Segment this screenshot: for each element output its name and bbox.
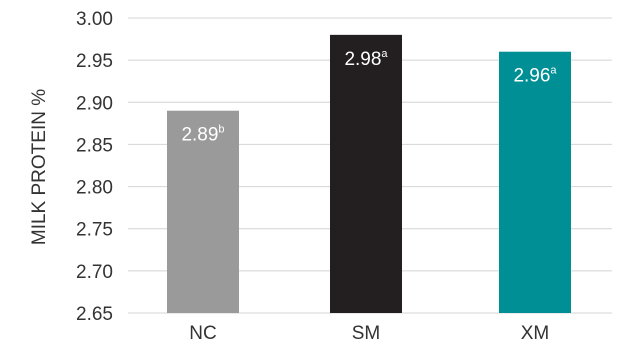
data-label-value: 2.89 xyxy=(181,125,218,146)
bar-xm xyxy=(499,51,571,313)
significance-superscript: b xyxy=(218,124,224,136)
significance-superscript: a xyxy=(550,65,557,77)
y-tick-label: 3.00 xyxy=(76,9,113,30)
y-tick-labels: 2.65 2.70 2.75 2.80 2.85 2.90 2.95 3.00 xyxy=(76,9,113,325)
category-labels: NC SM XM xyxy=(189,323,549,344)
data-label-value: 2.96 xyxy=(513,66,550,87)
x-category-label: NC xyxy=(189,323,216,344)
y-tick-label: 2.90 xyxy=(76,93,113,114)
data-label: 2.98a xyxy=(344,48,388,70)
x-category-label: SM xyxy=(352,323,381,344)
y-tick-label: 2.75 xyxy=(76,220,113,241)
y-axis-label: MILK PROTEIN % xyxy=(29,89,50,245)
bar-nc xyxy=(167,110,239,313)
x-category-label: XM xyxy=(521,323,550,344)
y-tick-label: 2.70 xyxy=(76,262,113,283)
y-tick-label: 2.65 xyxy=(76,304,113,325)
bar-sm xyxy=(330,34,402,313)
significance-superscript: a xyxy=(381,48,388,60)
y-tick-label: 2.95 xyxy=(76,51,113,72)
data-label: 2.89b xyxy=(181,124,224,146)
y-tick-label: 2.80 xyxy=(76,178,113,199)
y-tick-label: 2.85 xyxy=(76,135,113,156)
data-label-value: 2.98 xyxy=(344,49,381,70)
data-label: 2.96a xyxy=(513,65,557,87)
